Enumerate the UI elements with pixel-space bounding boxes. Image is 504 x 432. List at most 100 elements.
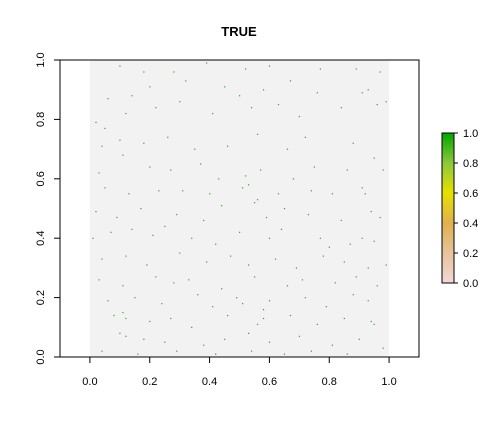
raster-point — [382, 169, 384, 171]
x-tick-label: 0.2 — [142, 376, 157, 388]
colorbar — [441, 132, 455, 284]
raster-point — [113, 314, 115, 317]
raster-point — [286, 148, 289, 150]
raster-point — [355, 68, 357, 70]
raster-point — [101, 258, 103, 260]
raster-point — [224, 86, 226, 88]
raster-point — [361, 187, 363, 189]
raster-point — [200, 163, 202, 165]
raster-point — [143, 142, 145, 144]
raster-point — [370, 210, 372, 213]
raster-point — [379, 216, 381, 219]
raster-point — [125, 317, 127, 320]
raster-point — [134, 297, 136, 299]
raster-point — [131, 228, 133, 230]
raster-point — [289, 314, 292, 317]
raster-point — [358, 338, 360, 340]
raster-point — [277, 193, 280, 195]
y-axis: 0.0 0.2 0.4 0.6 0.8 1.0 — [35, 52, 61, 365]
x-tick-label: 0.0 — [82, 376, 97, 388]
raster-point — [173, 71, 175, 73]
raster-point — [304, 297, 307, 299]
raster-point — [188, 279, 190, 281]
raster-point — [179, 252, 181, 254]
raster-point — [256, 133, 259, 135]
raster-point — [104, 127, 106, 130]
y-tick-label: 0.8 — [35, 112, 47, 127]
raster-point — [265, 216, 268, 219]
raster-point — [155, 107, 157, 109]
raster-point — [355, 276, 357, 278]
chart-title: TRUE — [221, 24, 257, 39]
raster-point — [191, 237, 193, 239]
raster-point — [373, 323, 375, 326]
raster-point — [268, 237, 271, 239]
raster-point — [167, 136, 169, 138]
raster-point — [215, 243, 217, 245]
raster-point — [352, 142, 354, 144]
colorbar-legend: 0.0 0.2 0.4 0.6 0.8 1.0 — [441, 128, 478, 290]
raster-point — [224, 338, 226, 340]
raster-point — [158, 190, 160, 192]
raster-point — [140, 208, 142, 210]
raster-point — [206, 62, 208, 64]
raster-point — [209, 193, 211, 195]
raster-point — [379, 71, 381, 73]
raster-point — [286, 285, 289, 287]
raster-point — [227, 145, 229, 147]
raster-point — [203, 219, 205, 222]
raster-point — [316, 92, 318, 94]
raster-point — [268, 341, 271, 343]
raster-point — [161, 303, 163, 305]
raster-point — [227, 314, 229, 317]
raster-point — [203, 344, 205, 346]
raster-point — [179, 101, 181, 103]
raster-point — [98, 279, 100, 281]
raster-point — [349, 243, 351, 245]
raster-point — [164, 341, 166, 343]
raster-point — [361, 92, 363, 94]
raster-point — [119, 65, 121, 67]
raster-point — [119, 332, 121, 334]
raster-point — [176, 213, 178, 216]
raster-point — [367, 300, 369, 302]
raster-point — [340, 107, 342, 109]
raster-point — [310, 190, 312, 192]
raster-point — [239, 231, 241, 233]
raster-point — [370, 320, 372, 323]
raster-point — [307, 213, 310, 216]
raster-point — [104, 187, 106, 189]
raster-point — [215, 353, 217, 355]
raster-point — [170, 317, 172, 320]
raster-point — [367, 267, 369, 269]
raster-point — [280, 228, 283, 230]
raster-point — [152, 234, 154, 236]
raster-point — [137, 353, 139, 355]
raster-point — [191, 326, 193, 328]
raster-point — [149, 320, 151, 323]
raster-point — [143, 338, 145, 340]
raster-point — [236, 297, 238, 299]
raster-point — [92, 237, 94, 239]
raster-point — [382, 347, 384, 349]
raster-point — [128, 193, 130, 195]
x-tick-label: 1.0 — [381, 376, 396, 388]
raster-point — [289, 80, 292, 82]
raster-point — [283, 208, 286, 210]
raster-point — [98, 172, 100, 174]
raster-point — [385, 101, 387, 103]
raster-point — [149, 86, 151, 88]
raster-points — [92, 62, 387, 355]
raster-point — [212, 306, 214, 308]
raster-point — [301, 279, 304, 281]
raster-point — [122, 311, 124, 314]
raster-point — [268, 65, 271, 67]
y-tick-label: 0.0 — [35, 349, 47, 364]
colorbar-tick-label: 0.0 — [463, 278, 478, 290]
colorbar-tick-label: 0.4 — [463, 218, 478, 230]
raster-point — [101, 145, 103, 147]
colorbar-tick-label: 0.8 — [463, 158, 478, 170]
raster-point — [292, 178, 295, 180]
raster-point — [95, 121, 97, 124]
